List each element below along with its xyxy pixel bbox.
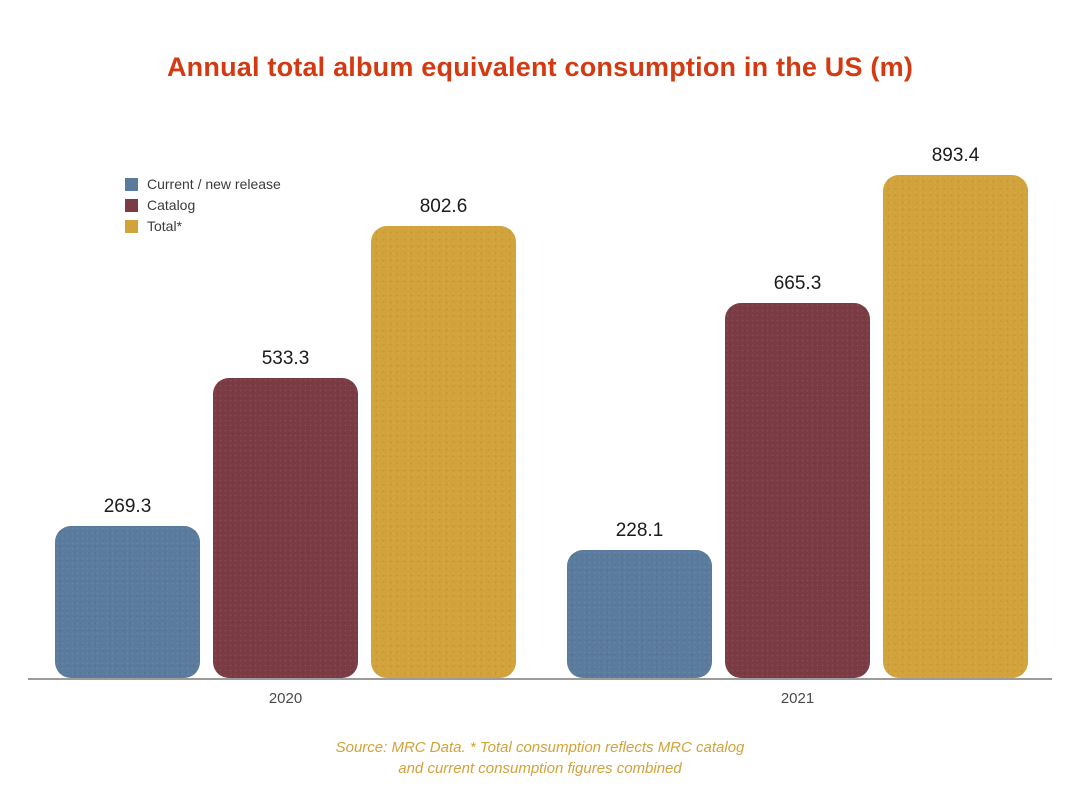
bar-wrap-catalog-2021: 665.3: [725, 171, 870, 678]
legend: Current / new release Catalog Total*: [125, 176, 281, 234]
legend-label-catalog: Catalog: [147, 197, 196, 213]
legend-label-current-new-release: Current / new release: [147, 176, 281, 192]
bar-value-label-catalog-2020: 533.3: [261, 347, 310, 369]
bar-group-2020: 269.3 533.3 802.6 2020: [55, 171, 516, 707]
bar-wrap-total-2020: 802.6: [371, 171, 516, 678]
bar-total-2021: 893.4: [883, 145, 1028, 678]
legend-swatch-total: [125, 219, 138, 233]
bar-catalog-2021: 665.3: [725, 273, 870, 678]
legend-swatch-current-new-release: [125, 177, 138, 191]
source-note-line-2: and current consumption figures combined: [398, 760, 682, 777]
legend-swatch-catalog: [125, 198, 138, 212]
bar-value-label-total-2020: 802.6: [419, 195, 468, 217]
bar-value-label-catalog-2021: 665.3: [773, 273, 822, 295]
source-note-line-1: Source: MRC Data. * Total consumption re…: [335, 739, 745, 756]
bar-total-2020: 802.6: [371, 196, 516, 678]
bar-value-label-total-2021: 893.4: [931, 144, 980, 166]
bar-value-label-current-new-release-2020: 269.3: [103, 496, 152, 518]
bar-wrap-current-new-release-2020: 269.3: [55, 171, 200, 678]
bar-wrap-current-new-release-2021: 228.1: [567, 171, 712, 678]
source-note: Source: MRC Data. * Total consumption re…: [0, 737, 1080, 779]
bar-wrap-catalog-2020: 533.3: [213, 171, 358, 678]
bar-group-2021: 228.1 665.3 893.4 2021: [567, 145, 1028, 707]
x-tick-label-2020: 2020: [268, 690, 303, 707]
legend-label-total: Total*: [147, 218, 183, 234]
legend-item-catalog: Catalog: [125, 197, 281, 213]
bar-value-label-current-new-release-2021: 228.1: [615, 519, 664, 541]
legend-item-total: Total*: [125, 218, 281, 234]
x-tick-label-2021: 2021: [780, 690, 815, 707]
plot-area: 269.3 533.3 802.6 2020 228.1 665.3 893.4 2021: [28, 145, 1052, 707]
bar-wrap-total-2021: 893.4: [883, 145, 1028, 678]
bar-current-new-release-2021: 228.1: [567, 520, 712, 678]
bar-catalog-2020: 533.3: [213, 348, 358, 678]
chart-title: Annual total album equivalent consumptio…: [166, 52, 914, 82]
legend-item-current-new-release: Current / new release: [125, 176, 281, 192]
bar-current-new-release-2020: 269.3: [55, 496, 200, 678]
